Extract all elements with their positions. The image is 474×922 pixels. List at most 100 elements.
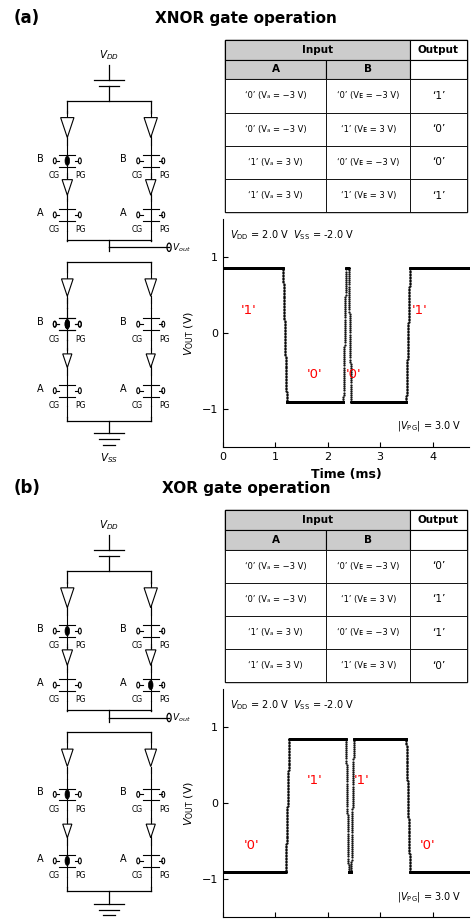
Bar bbox=[326, 649, 410, 682]
Polygon shape bbox=[146, 824, 155, 838]
Text: B: B bbox=[36, 624, 43, 634]
Polygon shape bbox=[62, 278, 73, 296]
Bar bbox=[225, 79, 326, 112]
Text: B: B bbox=[36, 154, 43, 164]
Text: Output: Output bbox=[418, 44, 459, 54]
Bar bbox=[225, 649, 326, 682]
Bar bbox=[326, 79, 410, 112]
Text: '1': '1' bbox=[241, 303, 257, 317]
Text: ‘1’ (Vₐ = 3 V): ‘1’ (Vₐ = 3 V) bbox=[248, 191, 303, 200]
Polygon shape bbox=[62, 650, 73, 666]
Text: '1': '1' bbox=[411, 303, 428, 317]
Bar bbox=[225, 616, 326, 649]
Text: PG: PG bbox=[76, 401, 86, 410]
Circle shape bbox=[65, 320, 70, 329]
Y-axis label: $V_{\mathregular{OUT}}$ (V): $V_{\mathregular{OUT}}$ (V) bbox=[182, 781, 196, 826]
Text: ‘0’ (Vₐ = −3 V): ‘0’ (Vₐ = −3 V) bbox=[245, 124, 307, 134]
Text: $V_{\mathregular{DD}}$ = 2.0 V  $V_{\mathregular{SS}}$ = -2.0 V: $V_{\mathregular{DD}}$ = 2.0 V $V_{\math… bbox=[230, 228, 354, 242]
Text: A: A bbox=[120, 207, 127, 218]
Text: A: A bbox=[120, 384, 127, 394]
Circle shape bbox=[65, 857, 70, 866]
Text: (a): (a) bbox=[14, 9, 40, 27]
Bar bbox=[410, 616, 467, 649]
Bar bbox=[326, 112, 410, 146]
Bar bbox=[410, 112, 467, 146]
Text: ‘1’ (Vᴇ = 3 V): ‘1’ (Vᴇ = 3 V) bbox=[340, 124, 396, 134]
Text: ‘1’: ‘1’ bbox=[432, 91, 445, 101]
Text: ‘0’ (Vᴇ = −3 V): ‘0’ (Vᴇ = −3 V) bbox=[337, 158, 400, 167]
Text: B: B bbox=[36, 787, 43, 798]
Text: CG: CG bbox=[48, 401, 59, 410]
Circle shape bbox=[65, 156, 70, 165]
Text: CG: CG bbox=[48, 871, 59, 881]
Text: A: A bbox=[36, 207, 43, 218]
Text: ‘0’ (Vᴇ = −3 V): ‘0’ (Vᴇ = −3 V) bbox=[337, 561, 400, 571]
Text: $V_{\mathregular{out}}$: $V_{\mathregular{out}}$ bbox=[172, 711, 190, 724]
Text: B: B bbox=[120, 154, 127, 164]
Polygon shape bbox=[144, 118, 157, 137]
Bar bbox=[410, 60, 467, 79]
Bar bbox=[410, 40, 467, 60]
Text: PG: PG bbox=[159, 401, 170, 410]
Text: '0': '0' bbox=[346, 369, 362, 382]
Text: ‘1’: ‘1’ bbox=[432, 595, 445, 605]
Polygon shape bbox=[144, 588, 157, 608]
Text: B: B bbox=[364, 535, 372, 545]
Text: ‘1’: ‘1’ bbox=[432, 191, 445, 200]
Bar bbox=[225, 179, 326, 212]
Text: ‘1’ (Vₐ = 3 V): ‘1’ (Vₐ = 3 V) bbox=[248, 158, 303, 167]
Circle shape bbox=[65, 790, 70, 799]
Text: ‘0’ (Vₐ = −3 V): ‘0’ (Vₐ = −3 V) bbox=[245, 561, 307, 571]
Text: PG: PG bbox=[159, 805, 170, 814]
Text: PG: PG bbox=[159, 225, 170, 234]
Bar bbox=[225, 510, 410, 530]
Text: A: A bbox=[120, 678, 127, 688]
Text: CG: CG bbox=[132, 805, 143, 814]
Text: PG: PG bbox=[159, 335, 170, 344]
Bar bbox=[410, 649, 467, 682]
Circle shape bbox=[65, 626, 70, 635]
Text: PG: PG bbox=[159, 871, 170, 881]
Text: ‘0’ (Vᴇ = −3 V): ‘0’ (Vᴇ = −3 V) bbox=[337, 628, 400, 637]
Bar bbox=[326, 583, 410, 616]
Text: Input: Input bbox=[302, 514, 333, 525]
Text: ‘0’: ‘0’ bbox=[432, 158, 445, 167]
Text: PG: PG bbox=[159, 695, 170, 704]
Text: A: A bbox=[36, 854, 43, 864]
Polygon shape bbox=[63, 354, 72, 368]
Bar bbox=[326, 530, 410, 550]
Text: $V_{\mathregular{DD}}$: $V_{\mathregular{DD}}$ bbox=[99, 48, 119, 62]
Text: CG: CG bbox=[132, 871, 143, 881]
Text: CG: CG bbox=[132, 225, 143, 234]
Text: PG: PG bbox=[76, 171, 86, 180]
Text: ‘1’ (Vₐ = 3 V): ‘1’ (Vₐ = 3 V) bbox=[248, 628, 303, 637]
Text: PG: PG bbox=[76, 335, 86, 344]
Bar bbox=[225, 60, 326, 79]
Text: $V_{\mathregular{DD}}$ = 2.0 V  $V_{\mathregular{SS}}$ = -2.0 V: $V_{\mathregular{DD}}$ = 2.0 V $V_{\math… bbox=[230, 698, 354, 712]
Text: B: B bbox=[120, 787, 127, 798]
Bar bbox=[326, 146, 410, 179]
Text: XNOR gate operation: XNOR gate operation bbox=[155, 10, 337, 26]
Polygon shape bbox=[146, 650, 156, 666]
Text: $V_{\mathregular{SS}}$: $V_{\mathregular{SS}}$ bbox=[100, 451, 118, 465]
Circle shape bbox=[148, 680, 153, 690]
Text: ‘0’ (Vₐ = −3 V): ‘0’ (Vₐ = −3 V) bbox=[245, 595, 307, 604]
X-axis label: Time (ms): Time (ms) bbox=[310, 467, 382, 480]
Text: PG: PG bbox=[159, 171, 170, 180]
Bar bbox=[225, 583, 326, 616]
Polygon shape bbox=[62, 180, 73, 195]
Text: A: A bbox=[120, 854, 127, 864]
Bar bbox=[410, 510, 467, 530]
Text: XOR gate operation: XOR gate operation bbox=[162, 480, 330, 496]
Text: CG: CG bbox=[132, 642, 143, 650]
Text: $V_{\mathregular{out}}$: $V_{\mathregular{out}}$ bbox=[172, 241, 190, 254]
Text: ‘1’: ‘1’ bbox=[432, 628, 445, 637]
Text: '1': '1' bbox=[354, 774, 370, 787]
Text: '0': '0' bbox=[307, 369, 322, 382]
Text: ‘0’ (Vₐ = −3 V): ‘0’ (Vₐ = −3 V) bbox=[245, 91, 307, 100]
Polygon shape bbox=[62, 749, 73, 766]
Text: B: B bbox=[364, 65, 372, 75]
Text: CG: CG bbox=[48, 642, 59, 650]
Polygon shape bbox=[63, 824, 72, 838]
Polygon shape bbox=[145, 278, 156, 296]
